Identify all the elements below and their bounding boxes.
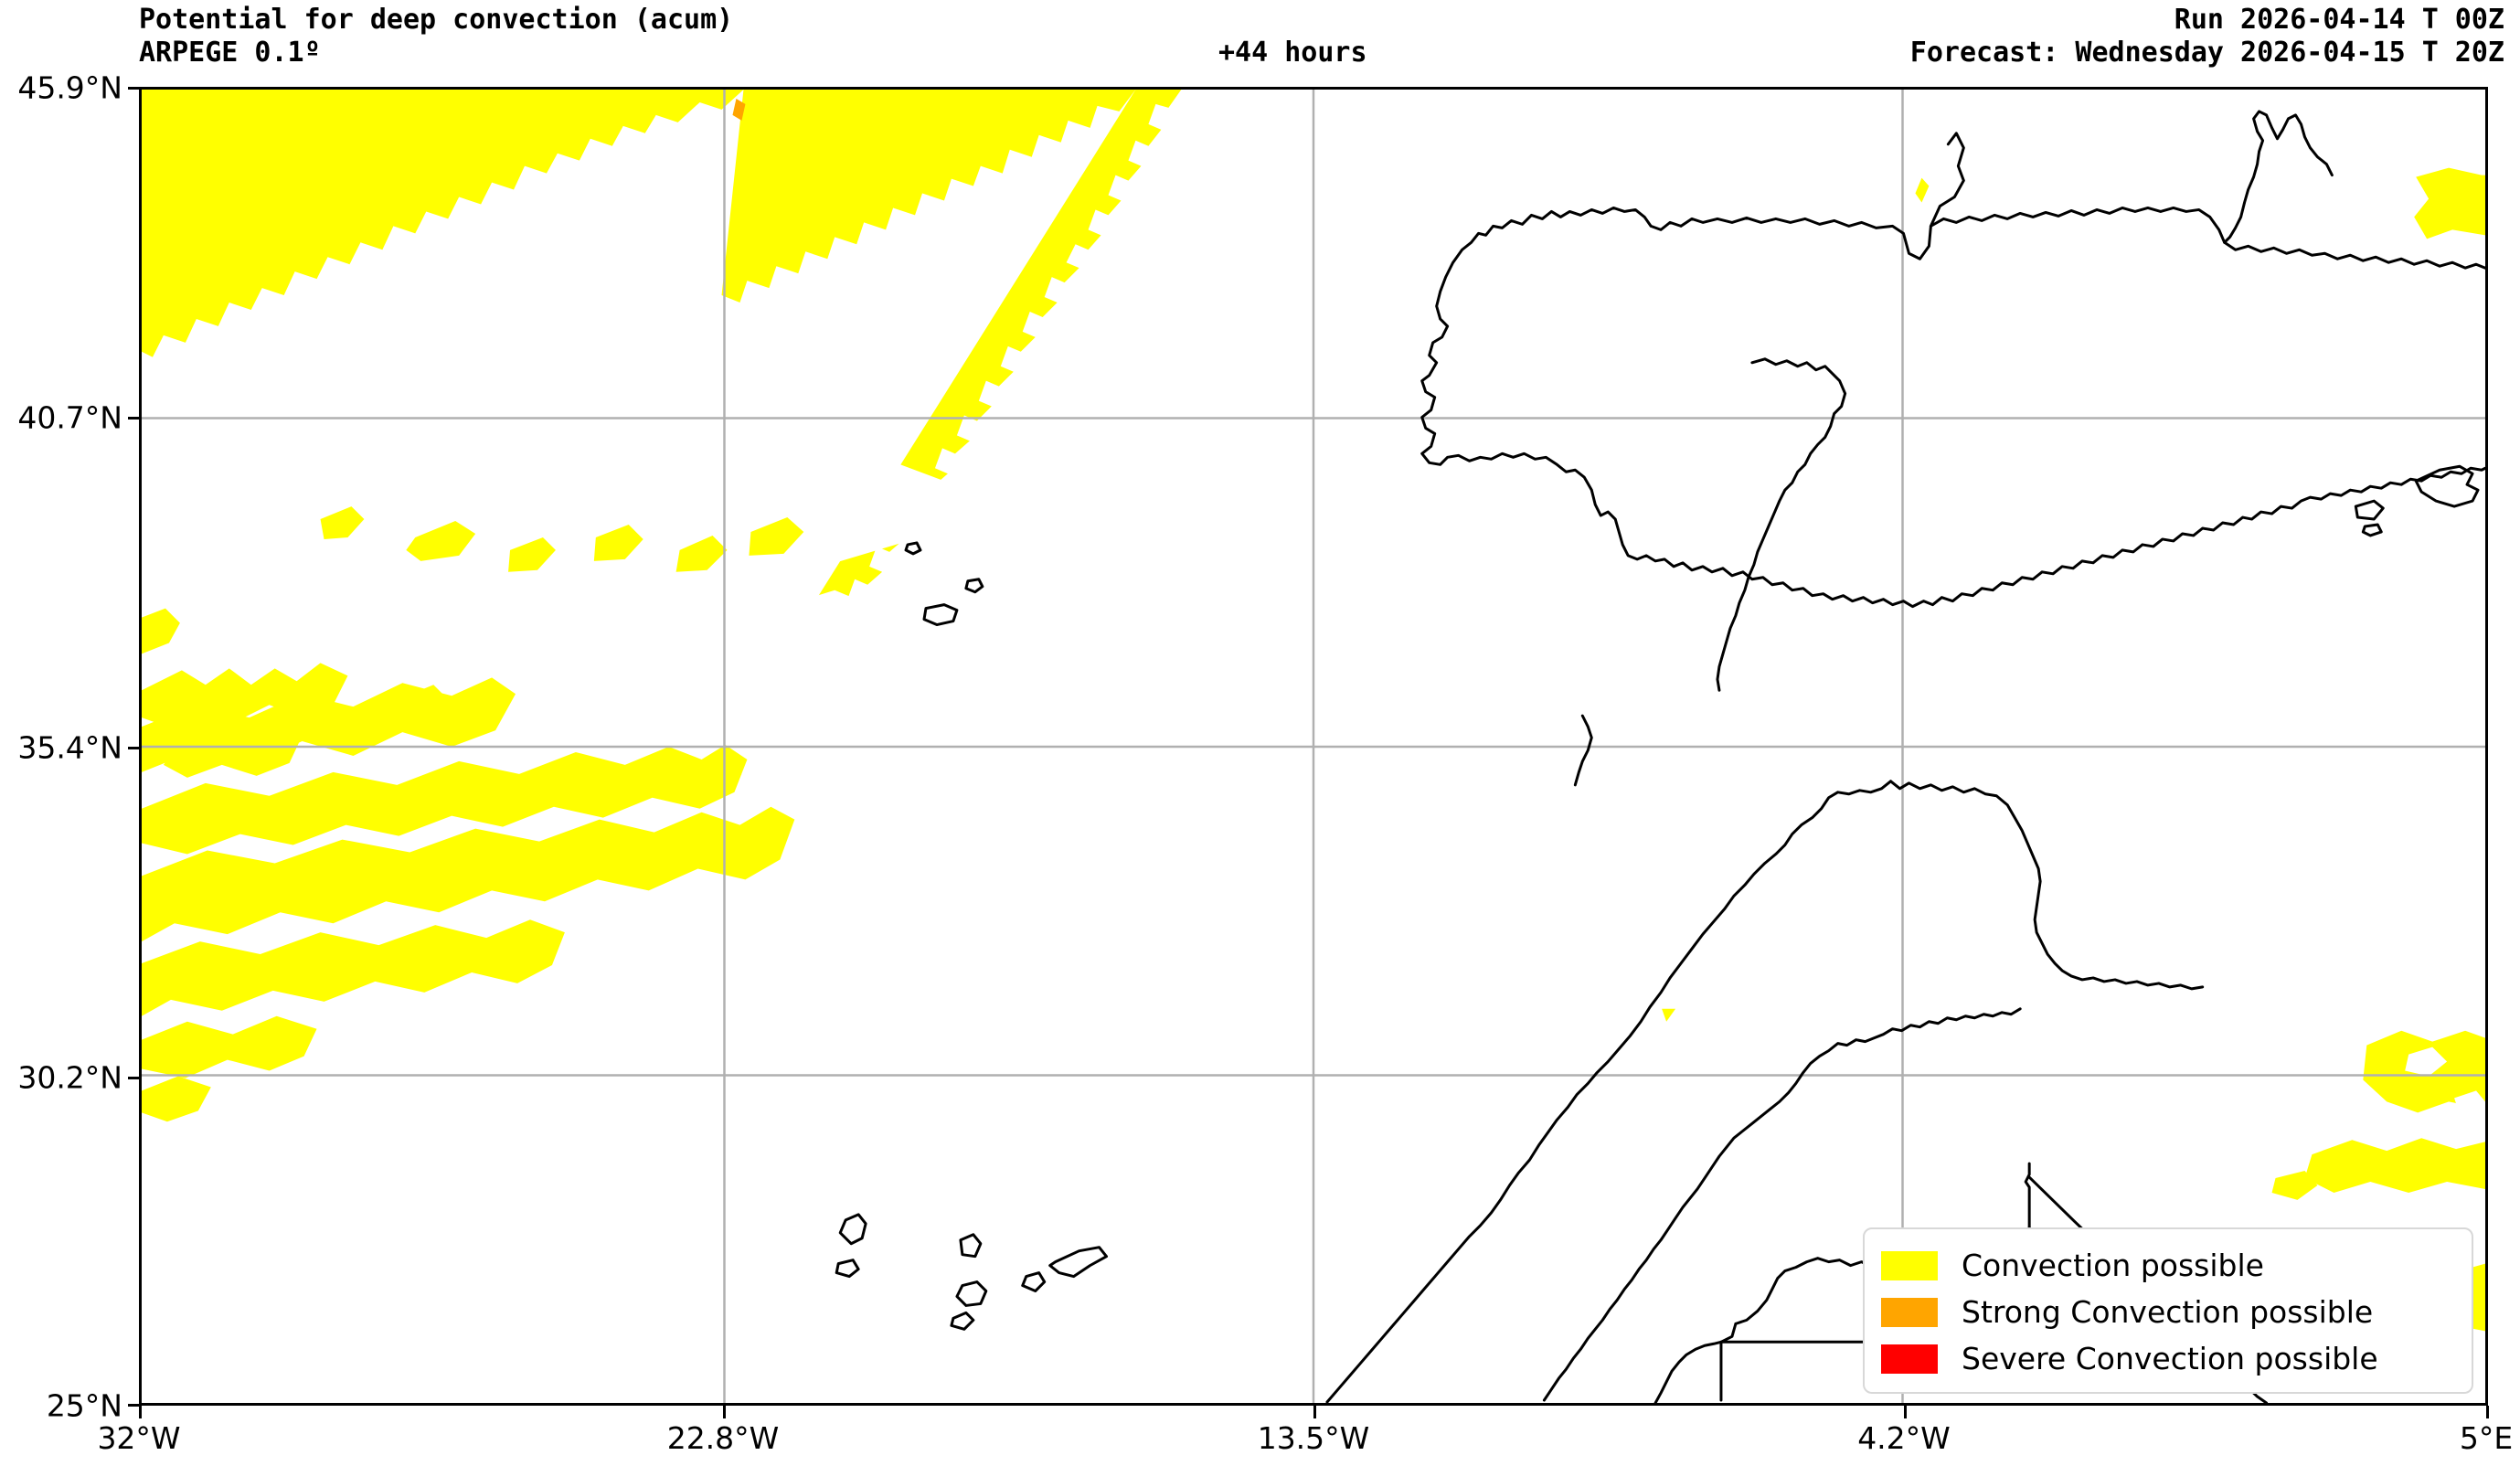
island-mallorca (2414, 464, 2480, 508)
legend-item-convection-possible: Convection possible (1881, 1242, 2455, 1289)
map-legend: Convection possible Strong Convection po… (1863, 1227, 2473, 1394)
island-fuerteventura (835, 1259, 860, 1279)
island-palma (959, 1233, 983, 1259)
x-axis-tick-label-2: 13.5°W (1257, 1420, 1370, 1456)
model-label: ARPEGE 0.1º (139, 37, 321, 69)
island-gran-canaria (955, 1280, 988, 1307)
legend-item-strong-convection-possible: Strong Convection possible (1881, 1289, 2455, 1335)
border-western-sahara (1542, 1007, 2022, 1402)
y-axis-tick-label-4: 25°N (46, 1387, 122, 1424)
x-tick-mark-1 (723, 1406, 726, 1418)
legend-label-2: Severe Convection possible (1962, 1341, 2378, 1376)
coastline-iberia (1420, 132, 2485, 609)
y-tick-mark-2 (128, 747, 141, 749)
legend-swatch-orange (1881, 1297, 1938, 1327)
convection-pixel-spain (1915, 177, 1930, 203)
y-tick-mark-4 (128, 1404, 141, 1407)
island-hierro (950, 1311, 975, 1331)
x-axis-tick-label-3: 4.2°W (1857, 1420, 1951, 1456)
island-gomera (1021, 1271, 1047, 1293)
x-tick-mark-0 (139, 1406, 142, 1418)
island-porto-santo (964, 578, 984, 594)
legend-label-0: Convection possible (1962, 1248, 2264, 1283)
page-title: Potential for deep convection (acum) (139, 4, 734, 36)
coastline-layer (835, 110, 2485, 1403)
convection-east-edge-layer (2271, 167, 2485, 1335)
legend-label-1: Strong Convection possible (1962, 1294, 2374, 1330)
y-tick-mark-0 (128, 87, 141, 90)
forecast-timestamp-label: Forecast: Wednesday 2026-04-15 T 20Z (1909, 37, 2504, 69)
coastline-morocco (1325, 780, 1893, 1403)
y-axis-tick-label-0: 45.9°N (17, 69, 122, 106)
x-tick-mark-4 (2486, 1406, 2489, 1418)
island-lanzarote (838, 1213, 867, 1246)
coastline-france-south (2223, 240, 2485, 270)
island-madeira (922, 603, 959, 627)
x-tick-mark-3 (1904, 1406, 1907, 1418)
legend-swatch-red (1881, 1344, 1938, 1374)
map-canvas (142, 90, 2485, 1403)
coastline-iberia-north (1929, 110, 2334, 244)
x-axis-tick-label-0: 32°W (97, 1420, 181, 1456)
y-axis-tick-label-3: 30.2°N (17, 1059, 122, 1096)
legend-item-severe-convection-possible: Severe Convection possible (1881, 1335, 2455, 1382)
legend-swatch-yellow (1881, 1250, 1938, 1280)
border-morocco-algeria (1889, 780, 2205, 991)
lead-time-label: +44 hours (1218, 37, 1367, 69)
chart-header: Potential for deep convection (acum) ARP… (0, 0, 2520, 87)
map-svg (142, 90, 2485, 1403)
map-gridlines (142, 90, 2485, 1403)
border-portugal (1716, 357, 1847, 692)
island-formentera (2361, 523, 2383, 537)
island-ibiza (2354, 499, 2385, 521)
y-tick-mark-1 (128, 417, 141, 420)
run-timestamp-label: Run 2026-04-14 T 00Z (2174, 4, 2504, 36)
x-axis-tick-label-1: 22.8°W (666, 1420, 780, 1456)
convection-pixel-morocco (1662, 1008, 1676, 1022)
y-axis-tick-label-2: 35.4°N (17, 729, 122, 766)
convection-isolated-pixels (732, 98, 1930, 1022)
y-axis-tick-label-1: 40.7°N (17, 399, 122, 436)
x-tick-mark-2 (1313, 1406, 1316, 1418)
island-tenerife (1048, 1246, 1109, 1279)
convection-yellow-layer (142, 90, 1318, 1122)
island-selvagens (904, 541, 922, 556)
x-axis-tick-label-4: 5°E (2459, 1420, 2514, 1456)
coastline-mauritania (1653, 1340, 1723, 1403)
y-tick-mark-3 (128, 1077, 141, 1079)
forecast-map-plot[interactable] (139, 87, 2488, 1406)
coastline-gibraltar (1573, 714, 1593, 787)
strong-convection-pixel (732, 98, 746, 121)
